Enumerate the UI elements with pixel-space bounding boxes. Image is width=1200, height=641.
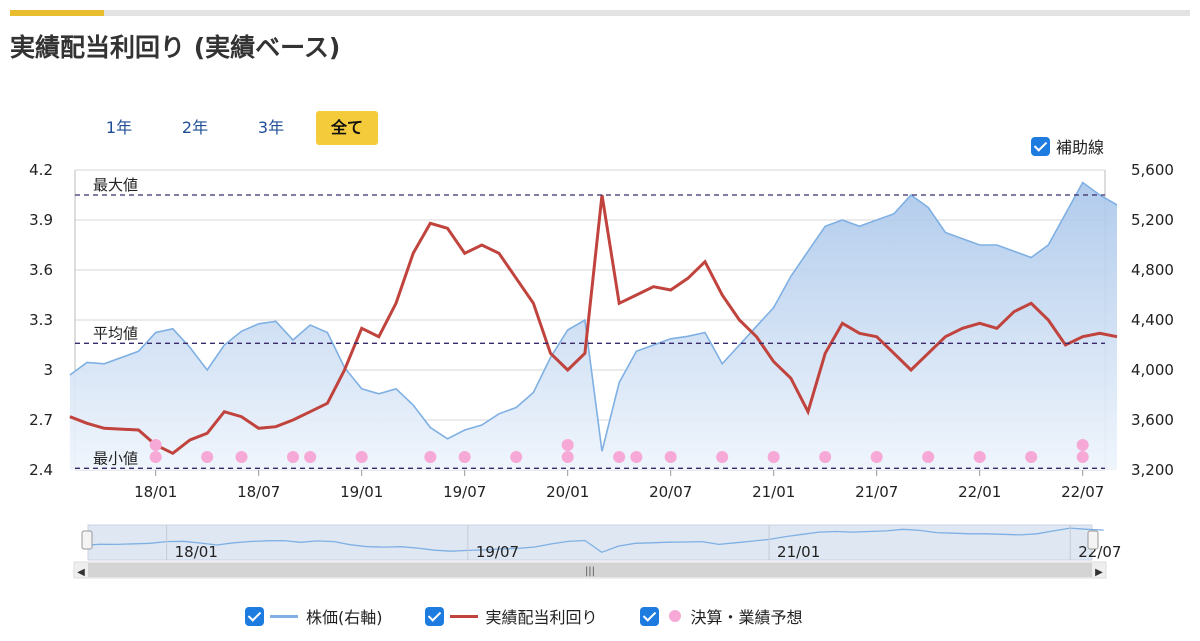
earnings-marker [561,451,574,463]
x-tick-label: 20/07 [649,483,692,501]
y-left-tick-label: 3 [43,361,53,379]
x-tick-label: 22/01 [958,483,1001,501]
x-tick-label: 18/07 [237,483,280,501]
checkbox-icon[interactable] [424,606,444,626]
earnings-marker [973,451,986,463]
earnings-marker [304,451,317,463]
earnings-marker [561,439,574,451]
x-tick-label: 22/07 [1061,483,1104,501]
y-left-tick-label: 2.4 [29,461,53,479]
earnings-marker [235,451,248,463]
earnings-marker [716,451,729,463]
checkbox-icon[interactable] [245,606,264,626]
aux-line-label: 補助線 [1056,138,1105,157]
y-right-tick-label: 5,200 [1131,211,1174,229]
x-tick-label: 18/01 [134,483,177,501]
legend-item-yield[interactable]: 実績配当利回り [424,604,598,628]
top-bar-accent [10,10,104,16]
range-button-2y[interactable]: 2年 [181,118,209,137]
x-tick-label: 19/07 [443,483,486,501]
earnings-marker [819,451,832,463]
earnings-marker [1025,451,1038,463]
earnings-marker [613,451,626,463]
y-left-tick-label: 3.3 [29,311,53,329]
x-tick-label: 19/01 [340,483,383,501]
x-tick-label: 21/07 [855,483,898,501]
y-right-tick-label: 3,200 [1131,461,1174,479]
range-selector: 1年 2年 3年 全て [88,111,392,147]
price-area [69,182,1118,470]
earnings-marker [201,451,214,463]
x-tick-label: 21/01 [752,483,795,501]
scrollbar-thumb[interactable] [88,563,1092,577]
navigator-tick-label: 18/01 [175,543,218,561]
legend-label-earnings: 決算・業績予想 [690,608,803,627]
navigator-left-handle[interactable] [81,530,93,550]
reference-line-label: 最大値 [93,176,138,194]
navigator-line [82,527,1104,554]
earnings-marker [149,439,162,451]
range-button-3y[interactable]: 3年 [257,118,285,137]
scroll-left-icon[interactable]: ◀ [77,567,85,578]
page-title: 実績配当利回り (実績ベース) [10,33,341,62]
y-right-tick-label: 4,400 [1131,311,1174,329]
y-left-tick-label: 2.7 [29,411,53,429]
checkbox-icon[interactable] [639,606,659,626]
navigator-tick-label: 19/07 [476,543,519,561]
earnings-marker [870,451,883,463]
line-swatch-icon [449,614,478,618]
aux-line-toggle[interactable]: 補助線 [1031,134,1104,158]
reference-line-label: 平均値 [93,324,138,342]
earnings-marker [1076,439,1089,451]
legend-label-yield: 実績配当利回り [485,608,598,627]
earnings-marker [149,451,162,463]
earnings-marker [287,451,300,463]
navigator-right-handle[interactable] [1087,530,1099,550]
checkbox-icon[interactable] [1031,136,1050,156]
earnings-marker [664,451,677,463]
price-line [69,181,1118,452]
range-button-all[interactable]: 全て [316,111,378,145]
y-left-tick-label: 4.2 [29,161,53,179]
earnings-marker [1076,451,1089,463]
legend: 株価(右軸) 実績配当利回り 決算・業績予想 [245,604,845,628]
y-left-tick-label: 3.6 [29,261,53,279]
dot-swatch-icon [668,610,681,622]
line-swatch-icon [270,614,298,618]
earnings-marker [355,451,368,463]
earnings-marker [630,451,643,463]
navigator-tick-label: 22/07 [1078,543,1121,561]
scroll-right-icon[interactable]: ▶ [1095,567,1103,578]
dividend-yield-chart: 2.4 3,200 2.7 3,600 3 4,000 3.3 4,400 3.6 4,800 3.… [29,161,1174,579]
legend-item-price[interactable]: 株価(右軸) [245,604,383,628]
y-left-tick-label: 3.9 [29,211,53,229]
earnings-marker [424,451,437,463]
legend-label-price: 株価(右軸) [306,608,383,627]
y-right-tick-label: 4,000 [1131,361,1174,379]
navigator-tick-label: 21/01 [777,543,820,561]
y-right-tick-label: 4,800 [1131,261,1174,279]
top-bar [10,10,1190,16]
earnings-marker [767,451,780,463]
earnings-marker [458,451,471,463]
earnings-marker [922,451,935,463]
legend-item-earnings[interactable]: 決算・業績予想 [639,604,803,628]
reference-line-label: 最小値 [93,449,138,467]
range-button-1y[interactable]: 1年 [105,118,133,137]
scrollbar-grip-icon: ||| [585,566,595,577]
y-right-tick-label: 3,600 [1131,411,1174,429]
y-right-tick-label: 5,600 [1131,161,1174,179]
earnings-marker [510,451,523,463]
x-tick-label: 20/01 [546,483,589,501]
